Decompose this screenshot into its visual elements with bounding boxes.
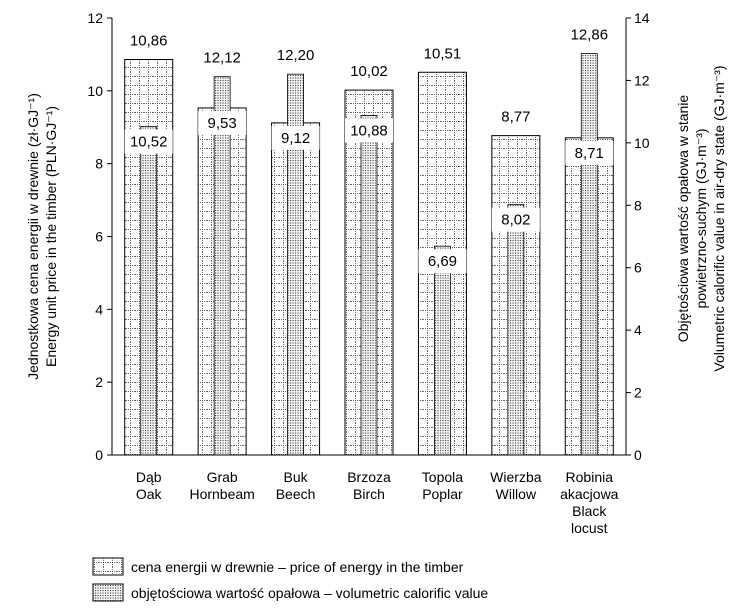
data-label-backdrop bbox=[491, 207, 540, 232]
data-label-backdrop bbox=[345, 118, 393, 143]
price-data-label: 8,71 bbox=[575, 145, 604, 162]
calorific-data-label: 8,02 bbox=[501, 212, 530, 229]
data-label-backdrop bbox=[271, 125, 320, 150]
calorific-bar bbox=[434, 245, 451, 456]
category-label: Beech bbox=[276, 486, 316, 502]
category-label: Topola bbox=[422, 469, 463, 485]
legend-label: cena energii w drewnie – price of energy… bbox=[131, 559, 464, 575]
category-label: Willow bbox=[496, 486, 537, 502]
left-axis-title: Energy unit price in the timber (PLN·GJ⁻… bbox=[43, 106, 59, 367]
calorific-data-label: 12,86 bbox=[571, 27, 609, 44]
legend-label: objętościowa wartość opałowa – volumetri… bbox=[131, 585, 488, 601]
data-label-backdrop bbox=[198, 110, 247, 135]
calorific-data-label: 12,20 bbox=[277, 47, 315, 64]
data-label-backdrop bbox=[565, 140, 614, 165]
data-label-backdrop bbox=[418, 249, 467, 274]
category-label: Brzoza bbox=[347, 469, 391, 485]
calorific-bar bbox=[360, 114, 378, 456]
calorific-bar bbox=[580, 53, 598, 456]
left-tick-label: 12 bbox=[87, 10, 103, 26]
category-label: Grab bbox=[207, 469, 238, 485]
price-data-label: 10,86 bbox=[130, 33, 168, 50]
left-tick-label: 8 bbox=[95, 156, 103, 172]
right-tick-label: 14 bbox=[634, 10, 650, 26]
left-tick-label: 10 bbox=[87, 83, 103, 99]
right-tick-label: 10 bbox=[634, 135, 650, 151]
data-label-backdrop bbox=[124, 129, 173, 154]
category-label: Black bbox=[572, 503, 607, 519]
left-tick-label: 6 bbox=[95, 229, 103, 245]
right-axis-title: Volumetric calorific value in air-dry st… bbox=[711, 65, 727, 371]
right-tick-label: 4 bbox=[634, 322, 642, 338]
calorific-data-label: 6,69 bbox=[428, 253, 457, 270]
left-tick-label: 4 bbox=[95, 301, 103, 317]
price-data-label: 10,02 bbox=[350, 63, 388, 80]
legend-swatch-calorific bbox=[92, 583, 124, 602]
category-label: Wierzba bbox=[490, 469, 542, 485]
price-data-label: 9,53 bbox=[208, 115, 237, 132]
calorific-data-label: 10,52 bbox=[130, 134, 168, 151]
price-data-label: 8,77 bbox=[501, 109, 530, 126]
calorific-bar bbox=[507, 204, 525, 456]
legend-swatch-price bbox=[92, 557, 124, 576]
left-axis-title: Jednostkowa cena energii w drewnie (zł·G… bbox=[25, 93, 41, 380]
right-tick-label: 8 bbox=[634, 197, 642, 213]
left-tick-label: 0 bbox=[95, 447, 103, 463]
right-tick-label: 0 bbox=[634, 447, 642, 463]
category-label: Buk bbox=[284, 469, 309, 485]
category-label: akacjowa bbox=[560, 486, 619, 502]
right-axis-title: Objętościowa wartość opałowa w stanie bbox=[675, 95, 691, 343]
price-data-label: 10,51 bbox=[424, 45, 462, 62]
right-tick-label: 2 bbox=[634, 385, 642, 401]
price-data-label: 9,12 bbox=[281, 130, 310, 147]
category-label: Dąb bbox=[136, 469, 162, 485]
right-tick-label: 6 bbox=[634, 260, 642, 276]
right-axis-title: powietrzno-suchym (GJ·m⁻³) bbox=[693, 128, 709, 308]
left-tick-label: 2 bbox=[95, 374, 103, 390]
category-label: Poplar bbox=[422, 486, 463, 502]
category-label: locust bbox=[571, 520, 608, 536]
calorific-data-label: 12,12 bbox=[203, 50, 241, 67]
category-label: Robinia bbox=[566, 469, 614, 485]
category-label: Hornbeam bbox=[189, 486, 254, 502]
calorific-data-label: 10,88 bbox=[350, 122, 388, 139]
right-tick-label: 12 bbox=[634, 72, 650, 88]
category-label: Birch bbox=[353, 486, 385, 502]
calorific-bar bbox=[140, 126, 158, 456]
category-label: Oak bbox=[136, 486, 163, 502]
